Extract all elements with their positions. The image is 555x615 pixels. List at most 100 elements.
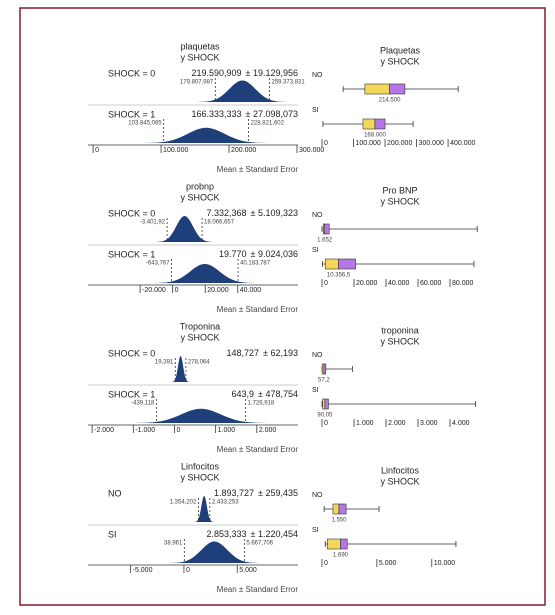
se-label: ± 62,193 (263, 348, 298, 358)
box-lower (327, 538, 341, 550)
group-name: SI (108, 529, 117, 539)
x-tick-label: 400.000 (450, 140, 475, 147)
x-tick-label: 40.000 (240, 287, 262, 294)
density-curve (146, 263, 264, 283)
ci-label: -643,767 (146, 261, 170, 267)
panel-title: Troponina (180, 321, 220, 331)
mean-label: 166.333,333 (191, 109, 241, 119)
panel-subtitle: y SHOCK (380, 476, 419, 486)
mean-label: 219.590,909 (191, 68, 241, 78)
se-label: ± 259,435 (258, 488, 298, 498)
box-upper (389, 83, 406, 95)
ci-label: -3.401,92 (140, 220, 166, 226)
mean-label: 643,9 (231, 389, 254, 399)
group-name: NO (312, 212, 323, 219)
x-tick-label: 1.000 (356, 420, 374, 427)
group-name: SHOCK = 1 (108, 109, 155, 119)
x-tick-label: 40.000 (388, 280, 410, 287)
frame (19, 7, 546, 606)
x-tick-label: 4.000 (452, 420, 470, 427)
x-tick-label: 100.000 (356, 140, 381, 147)
x-tick-label: -1.000 (135, 427, 155, 434)
ci-label: 1.354,202 (170, 500, 197, 506)
x-axis-label: Mean ± Standard Error (217, 165, 299, 174)
group-name: NO (312, 492, 323, 499)
group-summary: 7.332,368 ± 5.109,323 (206, 208, 298, 218)
box-lower (322, 398, 326, 410)
ci-label: -439,118 (131, 401, 155, 407)
median-label: 168.000 (364, 133, 386, 139)
x-axis-label: Mean ± Standard Error (217, 585, 299, 594)
x-tick-label: 5.000 (239, 567, 257, 574)
median-label: 1.690 (333, 553, 349, 559)
panel-subtitle: y SHOCK (380, 196, 419, 206)
box-lower (332, 503, 340, 515)
panel-title: troponina (381, 325, 419, 335)
group-name: NO (312, 352, 323, 359)
mean-label: 2.853,333 (206, 529, 246, 539)
x-axis-label: Mean ± Standard Error (217, 445, 299, 454)
box-upper (323, 363, 327, 375)
panel-title: Linfocitos (381, 465, 420, 475)
group-name: SHOCK = 0 (108, 348, 155, 358)
box-upper (324, 223, 330, 235)
x-tick-label: 3.000 (420, 420, 438, 427)
box-lower (362, 118, 376, 130)
panel-subtitle: y SHOCK (380, 336, 419, 346)
density-curve (151, 216, 218, 242)
group-name: SI (312, 107, 319, 114)
box-upper (338, 503, 347, 515)
group-summary: 219.590,909 ± 19.129,956 (191, 68, 298, 78)
group-summary: 166.333,333 ± 27.098,073 (191, 109, 298, 119)
panel-subtitle: y SHOCK (180, 192, 219, 202)
panel-title: probnp (186, 181, 214, 191)
x-tick-label: 0 (186, 567, 190, 574)
x-tick-label: 200.000 (231, 147, 256, 154)
group-name: SI (312, 527, 319, 534)
panel-title: Pro BNP (382, 185, 417, 195)
x-tick-label: 200.000 (387, 140, 412, 147)
x-tick-label: 100.000 (163, 147, 188, 154)
x-axis-label: Mean ± Standard Error (217, 305, 299, 314)
panel-title: Plaquetas (380, 45, 421, 55)
group-name: SI (312, 387, 319, 394)
median-label: 90,05 (317, 413, 333, 419)
x-tick-label: 5.000 (379, 560, 397, 567)
x-tick-label: 300.000 (419, 140, 444, 147)
density-curve (170, 356, 191, 382)
ci-label: 38,961 (164, 541, 183, 547)
se-label: ± 19.129,956 (246, 68, 298, 78)
group-name: SHOCK = 1 (108, 389, 155, 399)
ci-label: 18.066,657 (204, 220, 235, 226)
group-name: SHOCK = 1 (108, 249, 155, 259)
box-upper (340, 538, 348, 550)
box-upper (338, 258, 356, 270)
se-label: ± 478,754 (258, 389, 298, 399)
group-name: SI (312, 247, 319, 254)
median-label: 1.652 (317, 238, 333, 244)
x-tick-label: 2.000 (259, 427, 277, 434)
panel-subtitle: y SHOCK (180, 472, 219, 482)
mean-label: 19.770 (219, 249, 247, 259)
group-summary: 19.770 ± 9.024,036 (219, 249, 298, 259)
box-upper (374, 118, 386, 130)
density-curve (132, 127, 280, 143)
se-label: ± 1.220,454 (251, 529, 298, 539)
mean-label: 1.893,727 (214, 488, 254, 498)
mean-label: 7.332,368 (206, 208, 246, 218)
group-summary: 2.853,333 ± 1.220,454 (206, 529, 298, 539)
ci-label: 40.183,787 (240, 261, 271, 267)
ci-label: 2.433,253 (212, 500, 239, 506)
group-name: NO (108, 488, 122, 498)
se-label: ± 27.098,073 (246, 109, 298, 119)
x-tick-label: 0 (175, 287, 179, 294)
x-tick-label: 20.000 (207, 287, 229, 294)
se-label: ± 9.024,036 (251, 249, 298, 259)
x-tick-label: 60.000 (420, 280, 442, 287)
density-curve (193, 496, 216, 522)
group-name: SHOCK = 0 (108, 68, 155, 78)
ci-label: 5.667,706 (246, 541, 273, 547)
median-label: 57,2 (318, 378, 330, 384)
box-lower (324, 258, 339, 270)
x-tick-label: -5.000 (133, 567, 153, 574)
